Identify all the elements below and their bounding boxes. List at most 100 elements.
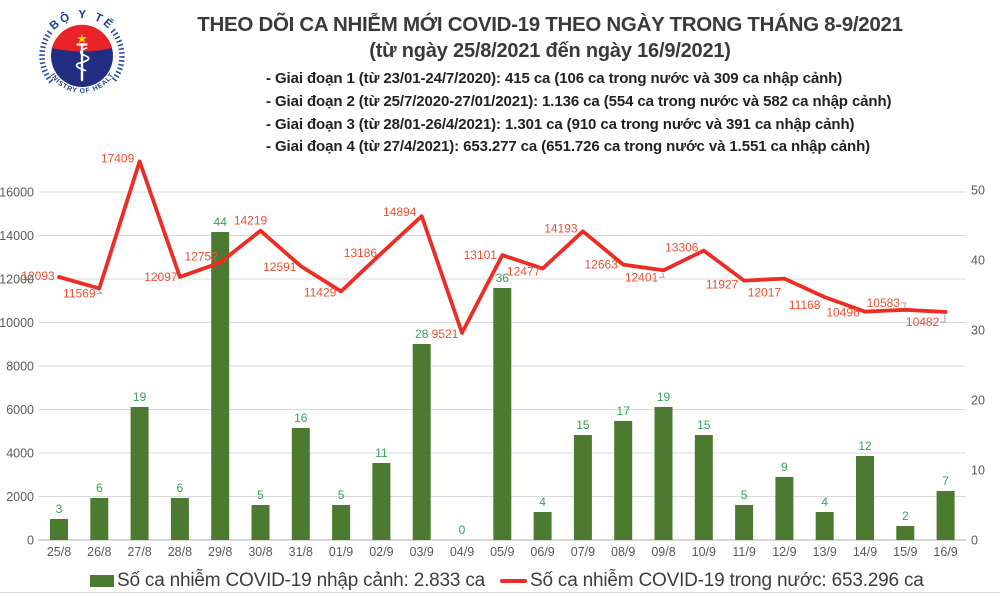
bar xyxy=(412,344,431,540)
staff-of-aesculapius-icon xyxy=(75,43,90,82)
x-axis-date-label: 30/8 xyxy=(248,545,272,559)
x-axis-date-label: 11/9 xyxy=(732,545,755,559)
page-title: THEO DÕI CA NHIỄM MỚI COVID-19 THEO NGÀY… xyxy=(197,13,903,36)
bar xyxy=(211,232,230,540)
left-axis-tick-label: 4000 xyxy=(6,447,34,461)
label-leader-line xyxy=(96,290,104,294)
x-axis-date-label: 16/9 xyxy=(933,545,957,559)
line-value-label: 9521 xyxy=(432,327,459,341)
line-value-label: 14193 xyxy=(544,221,578,235)
bar xyxy=(50,519,68,540)
left-axis-tick-label: 10000 xyxy=(0,316,34,330)
right-axis-tick-label: 50 xyxy=(971,184,985,198)
x-axis-date-label: 04/9 xyxy=(450,545,474,559)
x-axis-date-label: 26/8 xyxy=(87,545,111,559)
bar-value-label: 16 xyxy=(294,411,308,425)
bar-value-label: 9 xyxy=(781,460,788,474)
bar-value-label: 15 xyxy=(697,418,711,432)
bar xyxy=(90,498,109,540)
legend-line-swatch xyxy=(500,579,527,583)
right-axis-tick-label: 20 xyxy=(971,394,985,408)
line-value-label: 12663 xyxy=(585,258,619,272)
line-value-label: 11927 xyxy=(706,278,739,292)
line-value-label: 12477 xyxy=(507,265,541,279)
phase-summary-list: - Giai đoạn 1 (từ 23/01-24/7/2020): 415 … xyxy=(266,68,892,159)
x-axis-date-label: 06/9 xyxy=(530,545,554,559)
bar-value-label: 0 xyxy=(459,523,466,537)
ministry-of-health-logo: ★ BỘ Y TẾ MINISTRY OF HEALTH xyxy=(39,9,125,95)
bar-value-label: 12 xyxy=(858,439,872,453)
x-axis-date-label: 13/9 xyxy=(813,545,837,559)
bar xyxy=(332,505,351,540)
left-axis-tick-label: 8000 xyxy=(6,360,34,374)
bar-value-label: 11 xyxy=(375,446,388,460)
bar xyxy=(936,491,955,540)
bar xyxy=(130,407,149,540)
right-axis-tick-label: 10 xyxy=(971,464,985,478)
bar xyxy=(815,512,834,540)
bar-value-label: 4 xyxy=(821,495,828,509)
bar-value-label: 6 xyxy=(96,481,103,495)
x-axis-date-label: 02/9 xyxy=(369,545,393,559)
bar-value-label: 44 xyxy=(214,215,228,229)
x-axis-date-label: 08/9 xyxy=(611,545,635,559)
bar xyxy=(533,512,552,540)
line-value-label: 12752 xyxy=(185,250,219,264)
left-axis-tick-label: 12000 xyxy=(0,273,34,287)
bar-value-label: 19 xyxy=(133,390,147,404)
x-axis-date-label: 07/9 xyxy=(571,545,595,559)
label-leader-line xyxy=(659,272,665,278)
x-axis-date-label: 29/8 xyxy=(208,545,232,559)
line-value-label: 11429 xyxy=(304,285,337,299)
bar xyxy=(493,288,512,540)
line-value-label: 13306 xyxy=(665,241,699,255)
x-axis-date-label: 05/9 xyxy=(490,545,514,559)
bar-value-label: 19 xyxy=(657,390,671,404)
line-value-label: 12401 xyxy=(625,270,659,284)
line-value-label: 14219 xyxy=(234,214,268,228)
bar-value-label: 15 xyxy=(576,418,590,432)
bar xyxy=(735,505,754,540)
left-axis-tick-label: 2000 xyxy=(6,490,34,504)
line-value-label: 14894 xyxy=(383,205,417,219)
bar xyxy=(694,435,713,540)
line-value-label: 12097 xyxy=(144,270,178,284)
x-axis-date-label: 25/8 xyxy=(47,545,71,559)
left-axis-tick-label: 14000 xyxy=(0,229,34,243)
line-value-label: 12093 xyxy=(21,269,55,283)
right-axis-tick-label: 40 xyxy=(971,254,985,268)
x-axis-date-label: 15/9 xyxy=(893,545,917,559)
label-leader-line xyxy=(940,314,946,323)
legend-label-imported: Số ca nhiễm COVID-19 nhập cảnh: 2.833 ca xyxy=(117,570,486,591)
legend-label-domestic: Số ca nhiễm COVID-19 trong nước: 653.296… xyxy=(530,570,924,591)
bar xyxy=(775,477,794,540)
bottom-divider xyxy=(0,592,1000,593)
line-value-label: 11569 xyxy=(63,286,96,300)
x-axis-date-label: 14/9 xyxy=(853,545,877,559)
bar-value-label: 36 xyxy=(496,271,510,285)
bar-value-label: 17 xyxy=(617,404,631,418)
right-axis-tick-label: 0 xyxy=(971,534,978,548)
bar xyxy=(614,421,633,540)
phase-line-3: - Giai đoạn 3 (từ 28/01-26/4/2021): 1.30… xyxy=(266,115,855,133)
logo-flag-band xyxy=(52,24,112,52)
bar xyxy=(170,498,189,540)
line-value-label: 12017 xyxy=(748,286,782,300)
line-value-label: 11168 xyxy=(789,298,821,312)
line-value-label: 10583 xyxy=(867,296,901,310)
left-axis-tick-label: 16000 xyxy=(0,186,34,200)
bar-value-label: 6 xyxy=(177,481,184,495)
x-axis-date-label: 31/8 xyxy=(289,545,313,559)
bar-value-label: 3 xyxy=(56,502,63,516)
trend-line xyxy=(57,159,948,335)
x-axis-date-label: 27/8 xyxy=(127,545,151,559)
x-axis-date-label: 12/9 xyxy=(772,545,796,559)
line-value-label: 12591 xyxy=(263,260,297,274)
bar xyxy=(372,463,391,540)
bar xyxy=(856,456,874,540)
line-value-label: 13101 xyxy=(464,248,498,262)
legend-bar-swatch xyxy=(90,575,114,587)
page-subtitle: (từ ngày 25/8/2021 đến ngày 16/9/2021) xyxy=(369,40,731,62)
label-leader-line xyxy=(900,302,907,308)
